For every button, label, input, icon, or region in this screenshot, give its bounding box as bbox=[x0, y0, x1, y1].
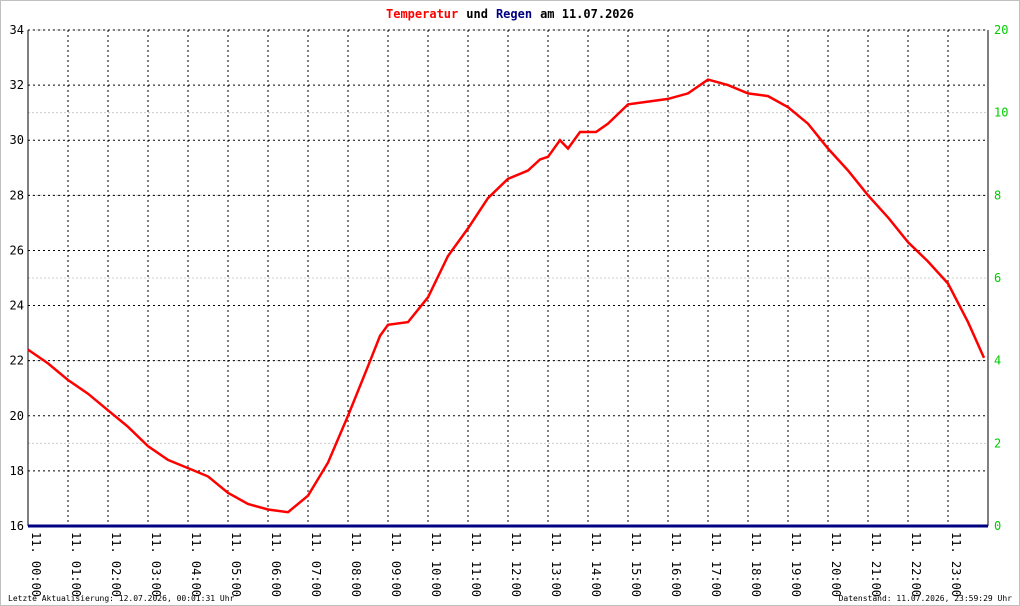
x-tick-label: 11. 08:00 bbox=[349, 532, 363, 597]
x-tick-label: 11. 13:00 bbox=[549, 532, 563, 597]
x-tick-label: 11. 11:00 bbox=[469, 532, 483, 597]
y-tick-label: 26 bbox=[10, 243, 24, 257]
x-tick-label: 11. 00:00 bbox=[29, 532, 43, 597]
title-part: und bbox=[466, 7, 488, 21]
y2-tick-label: 2 bbox=[994, 436, 1001, 450]
x-tick-label: 11. 06:00 bbox=[269, 532, 283, 597]
chart-title: Temperatur und Regen am 11.07.2026 bbox=[386, 7, 634, 21]
x-tick-label: 11. 07:00 bbox=[309, 532, 323, 597]
x-tick-label: 11. 05:00 bbox=[229, 532, 243, 597]
x-tick-label: 11. 15:00 bbox=[629, 532, 643, 597]
x-tick-label: 11. 09:00 bbox=[389, 532, 403, 597]
y-tick-label: 20 bbox=[10, 409, 24, 423]
series-line bbox=[27, 78, 986, 514]
x-tick-label: 11. 01:00 bbox=[69, 532, 83, 597]
x-tick-label: 11. 22:00 bbox=[909, 532, 923, 597]
y-tick-label: 18 bbox=[10, 464, 24, 478]
title-part: Temperatur bbox=[386, 7, 458, 21]
y2-tick-label: 20 bbox=[994, 23, 1008, 37]
y2-tick-label: 4 bbox=[994, 354, 1001, 368]
title-part: Regen bbox=[496, 7, 532, 21]
x-tick-label: 11. 17:00 bbox=[709, 532, 723, 597]
y-tick-label: 16 bbox=[10, 519, 24, 533]
x-tick-label: 11. 04:00 bbox=[189, 532, 203, 597]
y-tick-label: 22 bbox=[10, 354, 24, 368]
y2-tick-label: 8 bbox=[994, 188, 1001, 202]
x-tick-label: 11. 23:00 bbox=[949, 532, 963, 597]
y-tick-label: 32 bbox=[10, 78, 24, 92]
x-tick-label: 11. 10:00 bbox=[429, 532, 443, 597]
x-tick-label: 11. 12:00 bbox=[509, 532, 523, 597]
footer-left: Letzte Aktualisierung: 12.07.2026, 00:01… bbox=[8, 594, 235, 603]
footer-right: Datenstand: 11.07.2026, 23:59:29 Uhr bbox=[839, 594, 1013, 603]
y2-tick-label: 10 bbox=[994, 106, 1008, 120]
x-tick-label: 11. 14:00 bbox=[589, 532, 603, 597]
y-tick-label: 34 bbox=[10, 23, 24, 37]
y2-tick-label: 6 bbox=[994, 271, 1001, 285]
x-tick-label: 11. 03:00 bbox=[149, 532, 163, 597]
y-tick-label: 24 bbox=[10, 299, 24, 313]
y-tick-label: 28 bbox=[10, 188, 24, 202]
x-tick-label: 11. 18:00 bbox=[749, 532, 763, 597]
x-tick-label: 11. 19:00 bbox=[789, 532, 803, 597]
x-tick-label: 11. 16:00 bbox=[669, 532, 683, 597]
x-tick-label: 11. 21:00 bbox=[869, 532, 883, 597]
y2-tick-label: 0 bbox=[994, 519, 1001, 533]
x-tick-label: 11. 02:00 bbox=[109, 532, 123, 597]
x-tick-label: 11. 20:00 bbox=[829, 532, 843, 597]
y-tick-label: 30 bbox=[10, 133, 24, 147]
title-part: am 11.07.2026 bbox=[540, 7, 634, 21]
